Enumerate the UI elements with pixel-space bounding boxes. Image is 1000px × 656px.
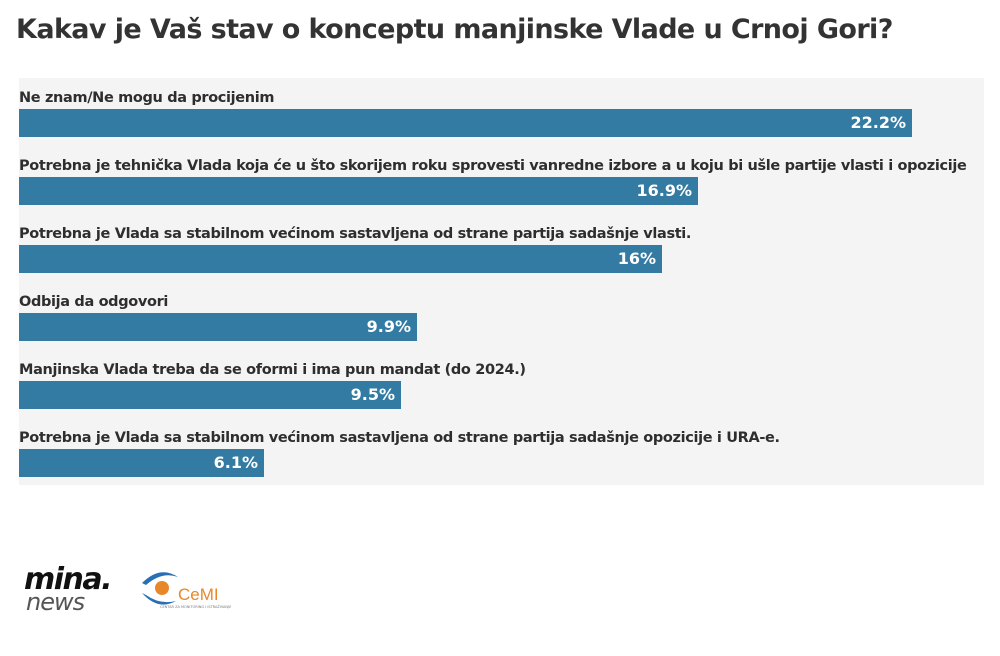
bar-value: 6.1% (213, 453, 258, 472)
bar-value: 22.2% (850, 113, 906, 132)
bar-row: Ne znam/Ne mogu da procijenim 22.2% (19, 78, 984, 146)
chart-panel: Ne znam/Ne mogu da procijenim 22.2% Potr… (19, 78, 984, 485)
bar: 22.2% (19, 109, 912, 137)
chart-title: Kakav je Vaš stav o konceptu manjinske V… (16, 14, 893, 45)
mina-logo-text: mina. (24, 562, 113, 597)
footer-logos: mina. news CeMI CENTAR ZA MONITORING I I… (24, 565, 244, 625)
bar-label: Odbija da odgovori (19, 294, 168, 310)
bar: 16% (19, 245, 662, 273)
bar-row: Manjinska Vlada treba da se oformi i ima… (19, 350, 984, 418)
bar-label: Ne znam/Ne mogu da procijenim (19, 90, 275, 106)
bar-row: Potrebna je Vlada sa stabilnom većinom s… (19, 214, 984, 282)
cemi-logo-subtitle: CENTAR ZA MONITORING I ISTRAŽIVANJE (160, 605, 232, 609)
bar-label: Potrebna je tehnička Vlada koja će u što… (19, 158, 967, 174)
bar-row: Potrebna je Vlada sa stabilnom većinom s… (19, 418, 984, 486)
bar-value: 16.9% (636, 181, 692, 200)
bar: 9.5% (19, 381, 401, 409)
news-logo-text: news (26, 588, 85, 616)
cemi-logo: CeMI CENTAR ZA MONITORING I ISTRAŽIVANJE (140, 565, 232, 615)
bar-value: 16% (617, 249, 656, 268)
bar-value: 9.9% (366, 317, 411, 336)
bar: 9.9% (19, 313, 417, 341)
bar-label: Potrebna je Vlada sa stabilnom većinom s… (19, 430, 780, 446)
bar-row: Potrebna je tehnička Vlada koja će u što… (19, 146, 984, 214)
bar-row: Odbija da odgovori 9.9% (19, 282, 984, 350)
bar-label: Manjinska Vlada treba da se oformi i ima… (19, 362, 526, 378)
bar-value: 9.5% (350, 385, 395, 404)
cemi-logo-text: CeMI (178, 585, 219, 604)
bar: 16.9% (19, 177, 698, 205)
bar-label: Potrebna je Vlada sa stabilnom većinom s… (19, 226, 692, 242)
cemi-eye-icon (142, 572, 178, 605)
bar: 6.1% (19, 449, 264, 477)
